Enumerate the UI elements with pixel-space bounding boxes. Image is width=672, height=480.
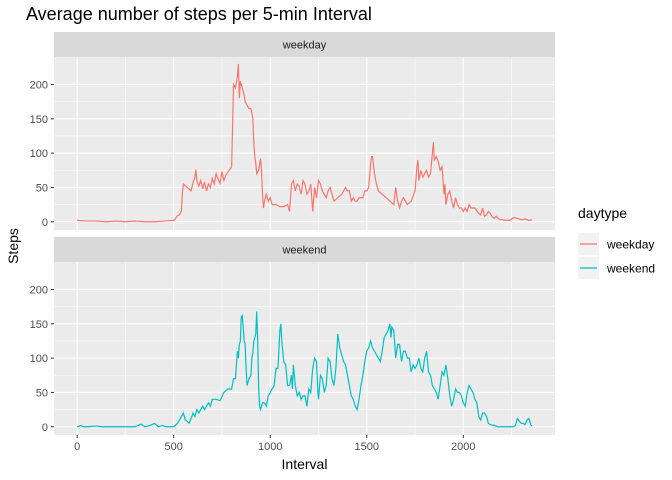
x-axis-ticks: 0 500 1000 1500 2000 (74, 435, 476, 453)
plot-panel-weekday (54, 57, 555, 230)
x-tick-label: 500 (165, 441, 183, 453)
y-tick-label: 150 (30, 114, 48, 126)
x-axis-title: Interval (282, 456, 328, 472)
y-tick-label: 100 (30, 353, 48, 365)
legend-title: daytype (578, 205, 627, 221)
y-axis-ticks-weekday: 0 50 100 150 200 (30, 79, 54, 229)
y-axis-title: Steps (5, 228, 21, 264)
facet-strip-weekday (54, 32, 555, 57)
y-tick-label: 100 (30, 148, 48, 160)
facet-strip-label-weekday: weekday (282, 40, 327, 52)
legend-item-weekend: weekend (578, 257, 655, 279)
x-tick-label: 1000 (258, 441, 282, 453)
y-tick-label: 50 (36, 182, 48, 194)
y-axis-ticks-weekend: 0 50 100 150 200 (30, 284, 54, 434)
x-tick-label: 2000 (451, 441, 475, 453)
plot-panel-weekend (54, 262, 555, 435)
facet-panel-weekend: weekend 0 50 100 150 200 (30, 237, 555, 435)
y-tick-label: 0 (42, 422, 48, 434)
chart-title: Average number of steps per 5-min Interv… (26, 4, 372, 24)
facet-panel-weekday: weekday 0 50 100 150 200 (30, 32, 555, 230)
y-tick-label: 50 (36, 387, 48, 399)
gridlines-weekend (54, 262, 555, 435)
y-tick-label: 200 (30, 284, 48, 296)
y-tick-label: 200 (30, 79, 48, 91)
facet-strip-label-weekend: weekend (281, 245, 326, 257)
legend: daytype weekday weekend (578, 205, 655, 279)
legend-item-weekday: weekday (578, 233, 654, 255)
y-tick-label: 0 (42, 217, 48, 229)
x-tick-label: 0 (74, 441, 80, 453)
legend-label-weekday: weekday (606, 238, 654, 252)
x-tick-label: 1500 (355, 441, 379, 453)
facet-strip-weekend (54, 237, 555, 262)
gridlines-weekday (54, 57, 555, 230)
legend-label-weekend: weekend (606, 262, 655, 276)
y-tick-label: 150 (30, 319, 48, 331)
series-line-weekend (76, 311, 533, 428)
series-line-weekday (77, 63, 533, 223)
